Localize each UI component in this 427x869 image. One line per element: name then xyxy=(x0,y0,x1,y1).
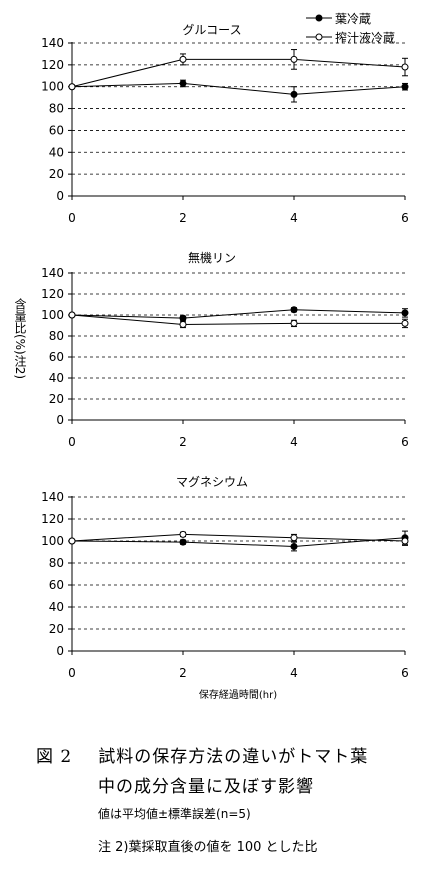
data-point xyxy=(179,79,187,87)
chart-title: マグネシウム xyxy=(176,475,248,489)
y-tick-label: 80 xyxy=(49,329,64,343)
series-line xyxy=(71,533,406,542)
legend-label: 葉冷蔵 xyxy=(335,12,371,26)
x-tick-label: 4 xyxy=(290,666,298,680)
legend-label: 搾汁液冷蔵 xyxy=(335,30,395,45)
series-line xyxy=(71,309,406,319)
x-tick-label: 0 xyxy=(68,666,76,680)
y-tick-label: 120 xyxy=(41,512,64,526)
y-tick-label: 140 xyxy=(41,266,64,280)
x-tick-label: 4 xyxy=(290,211,298,225)
data-point xyxy=(179,530,187,538)
data-point xyxy=(290,55,298,63)
x-tick-label: 2 xyxy=(179,211,187,225)
figure-caption-note-ratio: 注 2)葉採取直後の値を 100 とした比 xyxy=(98,840,318,855)
data-point xyxy=(68,537,76,545)
series-line xyxy=(71,82,406,95)
data-point xyxy=(401,309,409,317)
y-tick-label: 60 xyxy=(49,350,64,364)
figure-caption-note-stats: 値は平均値±標準誤差(n=5) xyxy=(98,807,251,821)
y-tick-label: 20 xyxy=(49,392,64,406)
figure-caption-line1: 図 2 試料の保存方法の違いがトマト葉 xyxy=(36,747,369,767)
data-point xyxy=(179,320,187,328)
x-tick-label: 4 xyxy=(290,435,298,449)
y-tick-label: 0 xyxy=(56,189,64,203)
legend-marker xyxy=(315,14,323,22)
data-point xyxy=(290,543,298,550)
data-point xyxy=(290,306,298,314)
chart-title: 無機リン xyxy=(188,250,236,265)
y-tick-label: 100 xyxy=(41,534,64,548)
data-point xyxy=(290,534,298,542)
y-tick-label: 120 xyxy=(41,58,64,72)
y-tick-label: 0 xyxy=(56,644,64,658)
y-tick-label: 20 xyxy=(49,167,64,181)
x-tick-label: 0 xyxy=(68,435,76,449)
y-tick-label: 60 xyxy=(49,123,64,137)
x-tick-label: 0 xyxy=(68,211,76,225)
y-tick-label: 100 xyxy=(41,308,64,322)
y-tick-label: 100 xyxy=(41,80,64,94)
x-tick-label: 2 xyxy=(179,435,187,449)
y-tick-label: 40 xyxy=(49,371,64,385)
data-point xyxy=(68,311,76,319)
series-line xyxy=(71,58,406,88)
data-point xyxy=(290,319,298,327)
data-point xyxy=(179,314,187,322)
data-point xyxy=(68,83,76,91)
x-tick-label: 6 xyxy=(401,211,409,225)
figure-caption-line2: 中の成分含量に及ぼす影響 xyxy=(98,777,314,797)
data-point xyxy=(179,55,187,63)
y-tick-label: 80 xyxy=(49,556,64,570)
y-tick-label: 0 xyxy=(56,413,64,427)
series-line xyxy=(71,314,405,325)
y-tick-label: 140 xyxy=(41,490,64,504)
data-point xyxy=(179,538,187,546)
y-tick-label: 80 xyxy=(49,102,64,116)
y-axis-label: 含量比(%)注2) xyxy=(13,297,27,380)
data-point xyxy=(401,83,409,91)
y-tick-label: 40 xyxy=(49,600,64,614)
data-point xyxy=(290,90,298,98)
data-point xyxy=(401,63,409,71)
chart-title: グルコース xyxy=(182,23,241,37)
x-tick-label: 6 xyxy=(401,435,409,449)
x-axis-label: 保存経過時間(hr) xyxy=(199,688,277,701)
x-tick-label: 2 xyxy=(179,666,187,680)
x-tick-label: 6 xyxy=(401,666,409,680)
y-tick-label: 20 xyxy=(49,622,64,636)
series-line xyxy=(71,537,406,548)
data-point xyxy=(401,537,409,545)
y-tick-label: 140 xyxy=(41,36,64,50)
y-tick-label: 40 xyxy=(49,145,64,159)
y-tick-label: 120 xyxy=(41,287,64,301)
legend-marker xyxy=(315,33,323,41)
y-tick-label: 60 xyxy=(49,578,64,592)
data-point xyxy=(401,319,409,327)
